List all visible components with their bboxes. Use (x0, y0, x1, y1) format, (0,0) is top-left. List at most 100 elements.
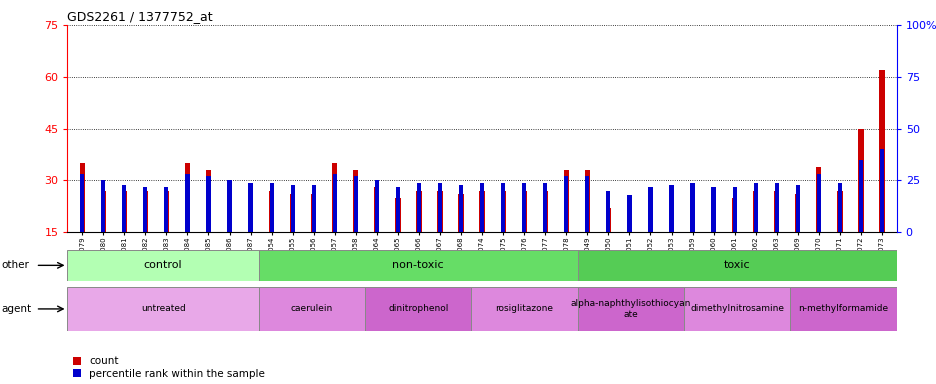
Bar (584, 170, 590, 232)
Bar (80, 163, 85, 232)
Text: dimethylnitrosamine: dimethylnitrosamine (690, 305, 783, 313)
Bar (879, 149, 884, 232)
Bar (606, 191, 610, 232)
Bar (668, 194, 673, 232)
Bar (101, 180, 105, 232)
Bar (290, 194, 295, 232)
Bar (857, 129, 863, 232)
Bar (578, 250, 896, 281)
Bar (67, 287, 258, 331)
Bar (374, 180, 378, 232)
Bar (437, 191, 442, 232)
Bar (837, 182, 841, 232)
Bar (290, 185, 295, 232)
Text: control: control (144, 260, 183, 270)
Bar (122, 191, 126, 232)
Bar (521, 182, 526, 232)
Bar (626, 215, 632, 232)
Bar (269, 191, 274, 232)
Bar (459, 185, 462, 232)
Bar (542, 191, 548, 232)
Bar (164, 191, 168, 232)
Text: toxic: toxic (724, 260, 750, 270)
Bar (164, 187, 168, 232)
Bar (185, 174, 189, 232)
Text: non-toxic: non-toxic (392, 260, 444, 270)
Bar (142, 191, 148, 232)
Bar (521, 191, 526, 232)
Bar (773, 191, 779, 232)
Bar (331, 163, 337, 232)
Bar (690, 182, 694, 232)
Bar (458, 194, 463, 232)
Bar (731, 198, 737, 232)
Bar (668, 185, 673, 232)
Bar (795, 194, 799, 232)
Text: agent: agent (2, 304, 32, 314)
Bar (479, 191, 484, 232)
Bar (774, 182, 778, 232)
Bar (365, 287, 471, 331)
Bar (373, 187, 379, 232)
Bar (258, 287, 365, 331)
Bar (100, 191, 106, 232)
Bar (837, 191, 841, 232)
Bar (395, 198, 400, 232)
Bar (227, 191, 232, 232)
Bar (648, 187, 651, 232)
Text: untreated: untreated (140, 305, 185, 313)
Bar (626, 195, 631, 232)
Bar (395, 187, 400, 232)
Legend: count, percentile rank within the sample: count, percentile rank within the sample (73, 356, 265, 379)
Text: other: other (2, 260, 30, 270)
Bar (353, 176, 358, 232)
Bar (312, 185, 315, 232)
Bar (248, 191, 253, 232)
Bar (753, 182, 757, 232)
Bar (878, 70, 884, 232)
Bar (471, 287, 578, 331)
Bar (578, 287, 683, 331)
Bar (332, 174, 337, 232)
Bar (416, 191, 421, 232)
Bar (80, 174, 84, 232)
Bar (500, 191, 505, 232)
Bar (122, 185, 126, 232)
Bar (479, 182, 484, 232)
Bar (543, 182, 547, 232)
Text: alpha-naphthylisothiocyan
ate: alpha-naphthylisothiocyan ate (570, 299, 691, 319)
Bar (311, 194, 316, 232)
Text: dinitrophenol: dinitrophenol (388, 305, 448, 313)
Bar (437, 182, 442, 232)
Bar (143, 187, 147, 232)
Bar (501, 182, 505, 232)
Bar (689, 191, 695, 232)
Bar (710, 187, 715, 232)
Bar (417, 182, 420, 232)
Bar (270, 182, 273, 232)
Bar (184, 163, 190, 232)
Bar (753, 191, 757, 232)
Text: caerulein: caerulein (290, 305, 333, 313)
Bar (585, 176, 589, 232)
Bar (206, 170, 211, 232)
Bar (710, 198, 715, 232)
Bar (353, 170, 358, 232)
Bar (732, 187, 736, 232)
Bar (227, 180, 231, 232)
Text: n-methylformamide: n-methylformamide (797, 305, 887, 313)
Bar (67, 250, 258, 281)
Bar (563, 170, 568, 232)
Bar (605, 208, 610, 232)
Bar (815, 167, 821, 232)
Bar (790, 287, 896, 331)
Bar (563, 176, 568, 232)
Text: GDS2261 / 1377752_at: GDS2261 / 1377752_at (67, 10, 212, 23)
Bar (206, 176, 211, 232)
Bar (858, 160, 862, 232)
Text: rosiglitazone: rosiglitazone (495, 305, 553, 313)
Bar (816, 174, 820, 232)
Bar (795, 185, 799, 232)
Bar (248, 182, 253, 232)
Bar (683, 287, 790, 331)
